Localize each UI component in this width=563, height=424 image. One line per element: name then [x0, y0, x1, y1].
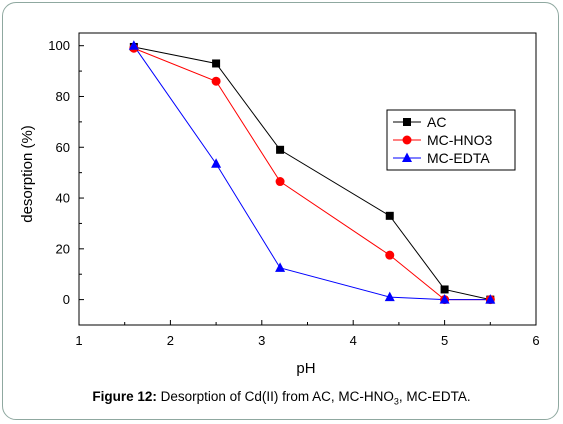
figure-caption: Figure 12: Desorption of Cd(II) from AC,…: [0, 389, 563, 407]
series-line-mc-hno3: [133, 47, 491, 301]
data-point-mc-edta: [439, 294, 450, 304]
data-point-mc-hno3: [385, 250, 395, 260]
data-point-mc-edta: [384, 291, 395, 302]
y-axis-label: desorption (%): [19, 125, 36, 223]
data-point-mc-edta: [275, 262, 286, 272]
legend-label: MC-HNO3: [427, 132, 493, 148]
x-tick-label: 6: [532, 333, 539, 348]
data-point-mc-hno3: [211, 76, 221, 86]
x-axis-label: pH: [296, 360, 315, 377]
y-tick-label: 100: [48, 38, 70, 53]
legend-marker: [402, 135, 412, 145]
caption-text: Desorption of Cd(II) from AC, MC-HNO: [156, 389, 394, 404]
legend-label: MC-EDTA: [427, 150, 490, 166]
data-point-ac: [385, 211, 394, 220]
figure-frame: [2, 2, 559, 420]
caption-label: Figure 12:: [92, 389, 157, 404]
caption-text-end: , MC-EDTA.: [398, 389, 471, 404]
data-point-ac: [440, 285, 449, 294]
data-point-mc-edta: [128, 40, 139, 50]
series-line-mc-edta: [133, 45, 491, 301]
series-lines: [133, 45, 491, 301]
data-point-mc-hno3: [275, 177, 285, 187]
data-point-mc-edta: [211, 158, 222, 168]
legend-marker: [402, 152, 412, 162]
legend: AC MC-HNO3 MC-EDTA: [386, 109, 516, 171]
y-tick-label: 60: [56, 140, 70, 155]
plot-area-border: [78, 32, 537, 326]
x-tick-label: 5: [441, 333, 448, 348]
series-line-ac: [133, 46, 491, 301]
data-point-mc-edta: [485, 294, 496, 304]
legend-label: AC: [427, 114, 446, 130]
x-tick-label: 2: [167, 333, 174, 348]
x-tick-label: 3: [258, 333, 265, 348]
y-tick-label: 80: [56, 89, 70, 104]
x-tick-label: 1: [75, 333, 82, 348]
y-tick-label: 40: [56, 191, 70, 206]
axes: [78, 32, 537, 326]
caption-subscript: 3: [393, 396, 399, 407]
y-tick-label: 0: [63, 292, 70, 307]
data-point-ac: [212, 59, 221, 68]
y-tick-label: 20: [56, 241, 70, 256]
series-markers: [128, 40, 496, 305]
data-point-ac: [276, 145, 285, 154]
legend-marker: [403, 118, 411, 126]
x-tick-label: 4: [350, 333, 357, 348]
